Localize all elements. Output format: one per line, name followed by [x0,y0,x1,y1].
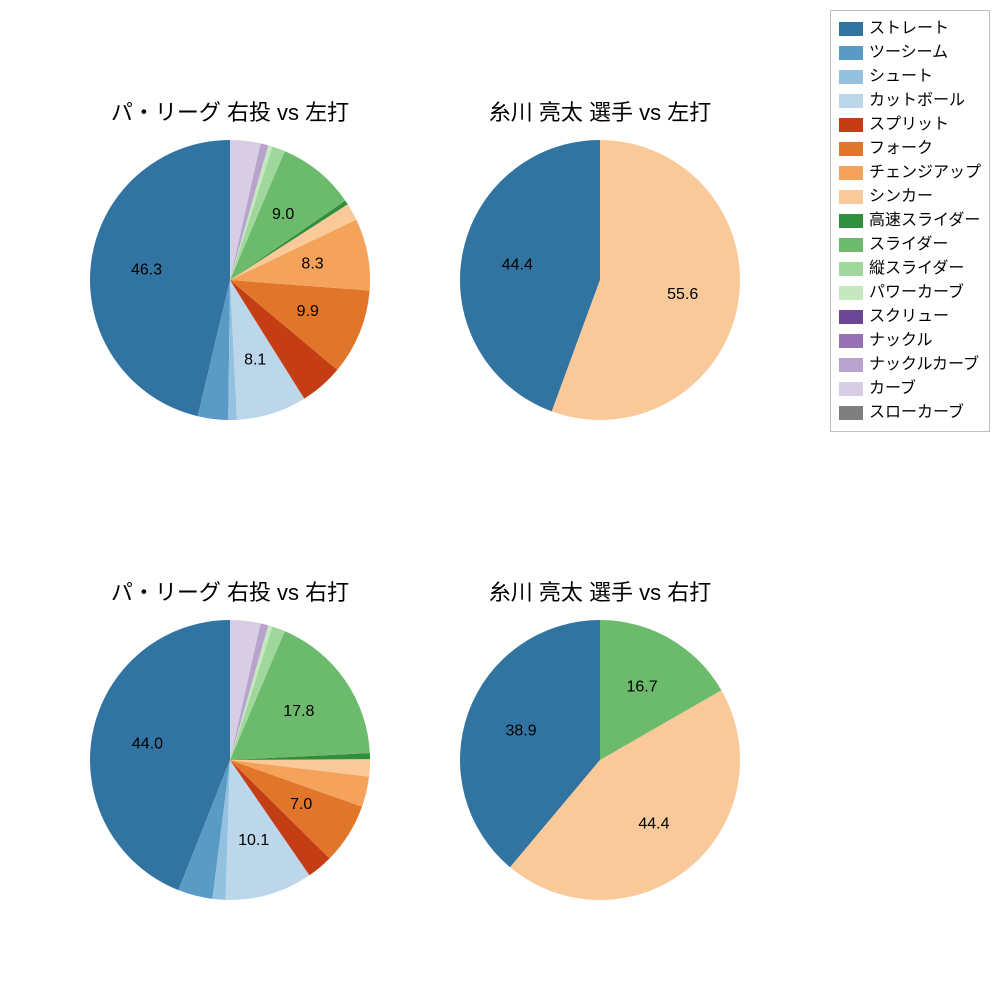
pie-chart: 38.9 44.4 16.7 [458,618,742,902]
legend-swatch [839,262,863,276]
legend-label: スライダー [869,233,948,257]
legend-swatch [839,334,863,348]
pie-slice-label: 46.3 [131,261,162,278]
pie-slice-label: 55.6 [667,286,698,303]
legend-swatch [839,142,863,156]
legend-label: スローカーブ [869,401,964,425]
legend-item: カーブ [839,377,981,401]
legend: ストレートツーシームシュートカットボールスプリットフォークチェンジアップシンカー… [830,10,990,432]
legend-item: ストレート [839,17,981,41]
legend-item: ナックルカーブ [839,353,981,377]
legend-item: スローカーブ [839,401,981,425]
legend-item: フォーク [839,137,981,161]
legend-item: カットボール [839,89,981,113]
pie-slice-label: 10.1 [238,832,269,849]
legend-label: スプリット [869,113,949,137]
chart-title: 糸川 亮太 選手 vs 右打 [489,575,711,607]
pie-chart: 46.3 8.1 9.9 8.3 9.0 [88,138,372,422]
pie-wrap: 46.3 8.1 9.9 8.3 9.0 [88,138,372,427]
legend-label: 縦スライダー [869,257,964,281]
chart-title: パ・リーグ 右投 vs 左打 [111,95,349,127]
legend-swatch [839,382,863,396]
pie-wrap: 44.4 55.6 [458,138,742,427]
pie-slice-label: 9.9 [297,303,319,320]
legend-swatch [839,190,863,204]
legend-item: ナックル [839,329,981,353]
pie-slice-label: 8.1 [244,351,266,368]
legend-label: ナックル [869,329,933,353]
legend-item: シュート [839,65,981,89]
legend-swatch [839,94,863,108]
legend-item: パワーカーブ [839,281,981,305]
legend-label: スクリュー [869,305,949,329]
legend-swatch [839,286,863,300]
legend-swatch [839,22,863,36]
legend-swatch [839,310,863,324]
pie-slice-label: 44.4 [638,816,669,833]
legend-item: スライダー [839,233,981,257]
pie-slice-label: 7.0 [290,796,312,813]
legend-label: パワーカーブ [869,281,964,305]
legend-item: スプリット [839,113,981,137]
legend-swatch [839,238,863,252]
pie-slice-label: 17.8 [283,703,314,720]
legend-item: ツーシーム [839,41,981,65]
legend-swatch [839,166,863,180]
legend-label: チェンジアップ [869,161,981,185]
legend-swatch [839,46,863,60]
legend-label: ツーシーム [869,41,948,65]
legend-item: 高速スライダー [839,209,981,233]
legend-swatch [839,118,863,132]
pie-slice-label: 9.0 [272,206,294,223]
chart-title: 糸川 亮太 選手 vs 左打 [489,95,711,127]
chart-title: パ・リーグ 右投 vs 右打 [111,575,349,607]
pie-slice-label: 8.3 [301,256,323,273]
pie-slice-label: 44.4 [502,257,533,274]
pie-slice-label: 16.7 [627,679,658,696]
legend-item: チェンジアップ [839,161,981,185]
legend-label: シュート [869,65,933,89]
chart-grid: パ・リーグ 右投 vs 左打 46.3 8.1 9.9 8.3 9.0 糸川 亮太 選手 v… [0,0,1000,1000]
pie-chart: 44.4 55.6 [458,138,742,422]
legend-swatch [839,70,863,84]
pie-slice-label: 38.9 [505,723,536,740]
pie-slice-label: 44.0 [132,735,163,752]
legend-label: カーブ [869,377,916,401]
legend-item: シンカー [839,185,981,209]
legend-item: 縦スライダー [839,257,981,281]
legend-label: シンカー [869,185,933,209]
legend-label: フォーク [869,137,933,161]
legend-swatch [839,214,863,228]
legend-swatch [839,358,863,372]
pie-wrap: 44.0 10.1 7.0 17.8 [88,618,372,907]
legend-label: ストレート [869,17,949,41]
legend-label: ナックルカーブ [869,353,979,377]
legend-swatch [839,406,863,420]
pie-wrap: 38.9 44.4 16.7 [458,618,742,907]
pie-chart: 44.0 10.1 7.0 17.8 [88,618,372,902]
legend-label: カットボール [869,89,965,113]
legend-label: 高速スライダー [869,209,980,233]
legend-item: スクリュー [839,305,981,329]
